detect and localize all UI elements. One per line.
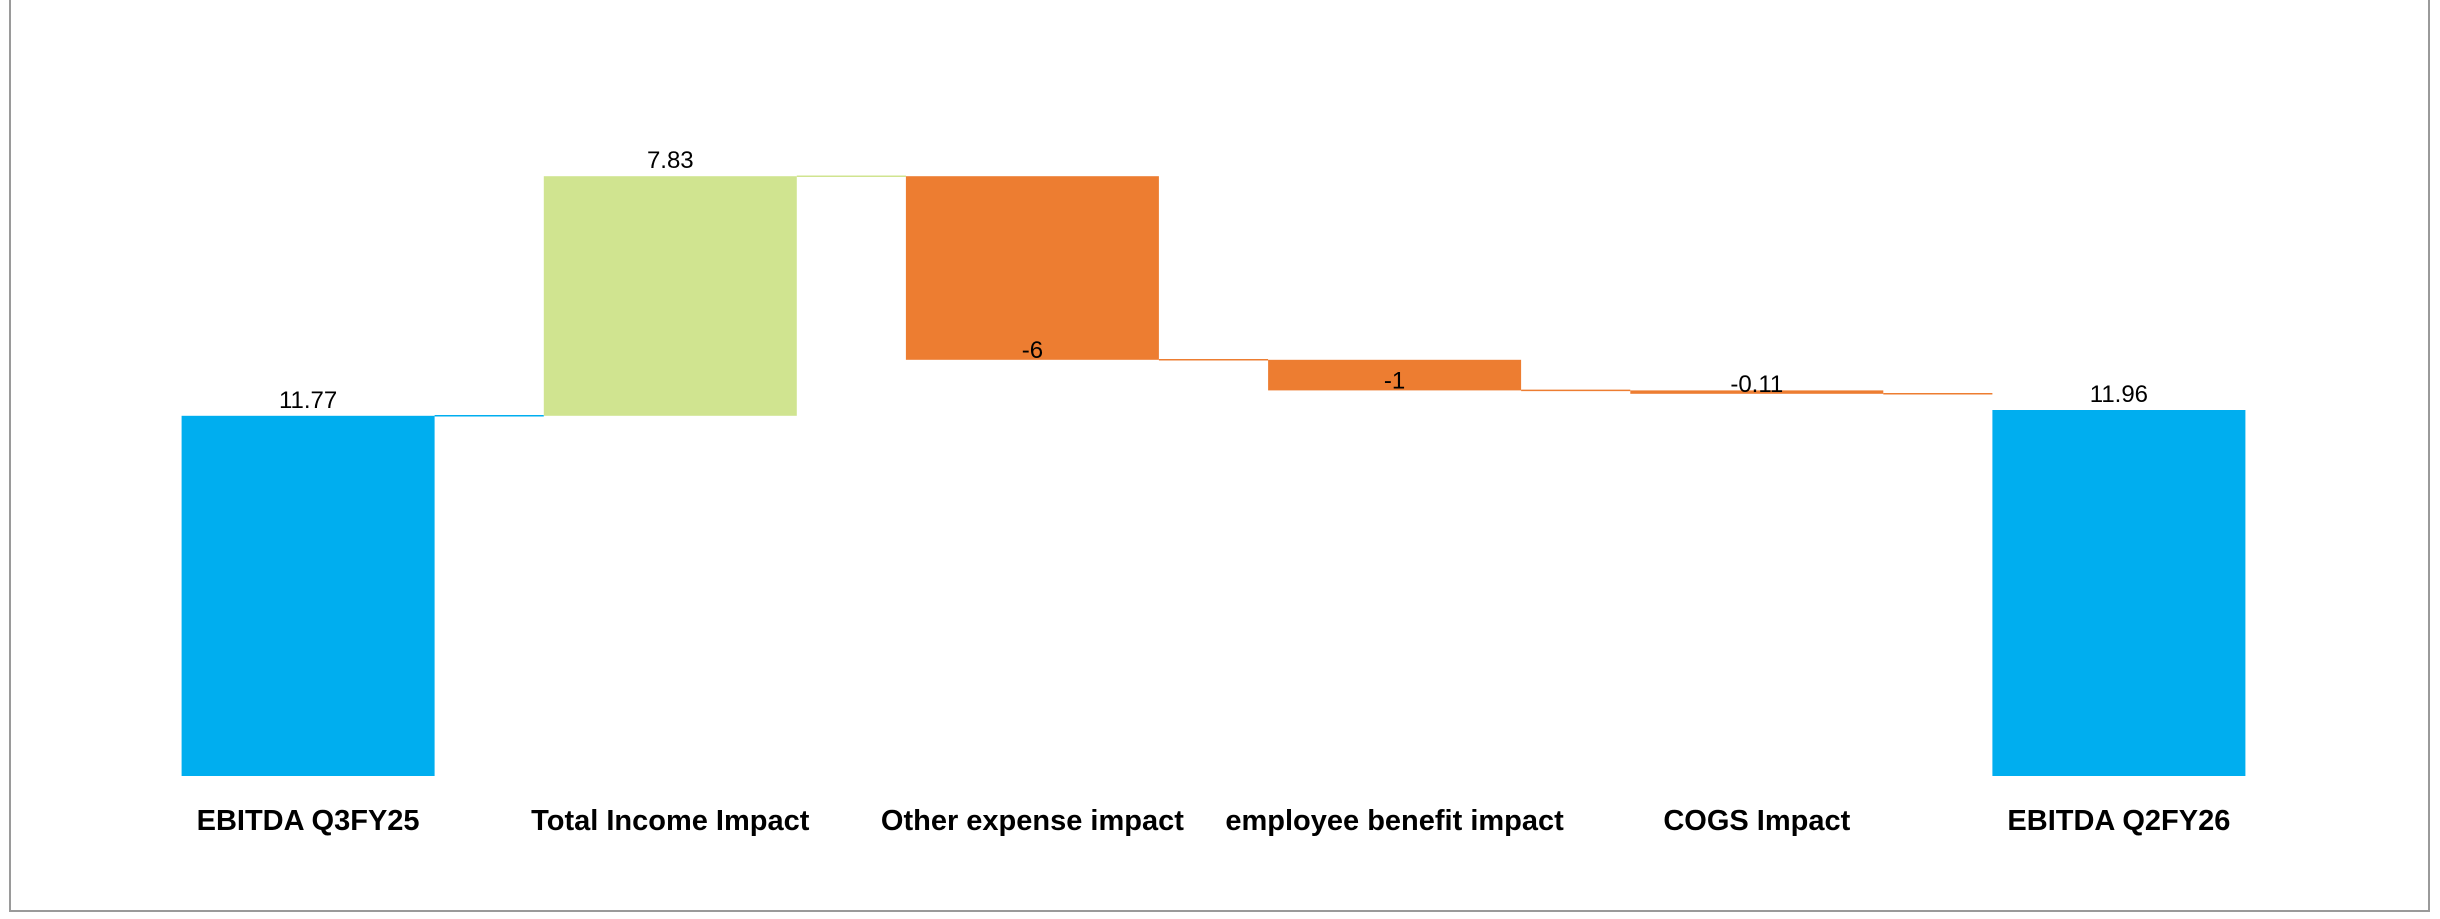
category-label-3: Other expense impact [881,805,1184,837]
data-labels: 11.77 7.83 -6 -1 -0.11 11.96 [279,147,2148,414]
data-label-6: 11.96 [2090,381,2148,408]
data-label-4: -1 [1384,367,1405,394]
data-label-3: -6 [1022,337,1043,364]
bar-6 [1992,410,2246,776]
bar-3 [905,176,1159,360]
bar-1 [181,415,435,776]
category-label-6: EBITDA Q2FY26 [2007,805,2230,837]
connector-lines [434,175,1993,417]
bars [181,176,2246,776]
category-label-2: Total Income Impact [531,805,810,837]
category-label-4: employee benefit impact [1225,805,1564,837]
category-label-1: EBITDA Q3FY25 [197,805,420,837]
bar-5 [1630,390,1884,394]
data-label-1: 11.77 [279,387,337,414]
category-labels: EBITDA Q3FY25 Total Income Impact Other ex… [197,805,2231,837]
data-label-2: 7.83 [647,147,694,174]
bar-4 [1268,359,1522,391]
bar-2 [543,176,797,416]
category-label-5: COGS Impact [1663,805,1850,837]
data-label-5: -0.11 [1730,371,1783,398]
